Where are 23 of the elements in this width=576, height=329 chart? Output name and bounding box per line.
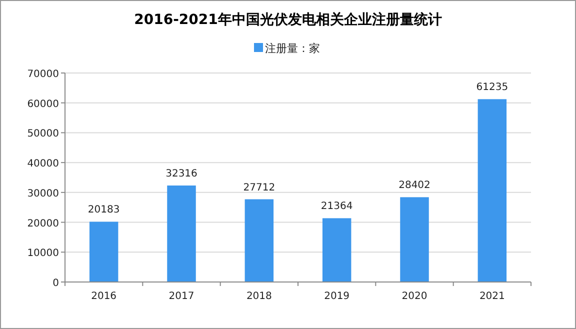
data-label: 20183 (88, 204, 120, 216)
x-tick-label: 2018 (246, 291, 272, 302)
x-tick-label: 2016 (91, 291, 117, 302)
x-tick-label: 2017 (168, 291, 194, 302)
data-label: 21364 (320, 201, 353, 212)
x-tick-label: 2019 (324, 291, 350, 302)
x-tick-label: 2021 (479, 291, 505, 302)
y-tick-label: 30000 (27, 188, 59, 200)
y-tick-label: 50000 (27, 128, 59, 140)
y-tick-label: 40000 (27, 158, 59, 170)
data-label: 61235 (476, 82, 508, 94)
y-tick-label: 20000 (27, 218, 59, 230)
y-tick-label: 70000 (27, 69, 59, 80)
y-tick-label: 0 (52, 278, 59, 289)
y-tick-label: 10000 (27, 248, 59, 260)
legend-label: 注册量：家 (265, 42, 320, 55)
legend: 注册量：家 (254, 42, 320, 55)
title: 2016-2021年中国光伏发电相关企业注册量统计 (134, 12, 442, 28)
x-tick-label: 2020 (402, 291, 428, 302)
y-tick-label: 60000 (27, 98, 59, 110)
data-label: 27712 (243, 182, 276, 194)
data-label: 32316 (166, 168, 198, 180)
data-label: 28402 (398, 180, 430, 192)
